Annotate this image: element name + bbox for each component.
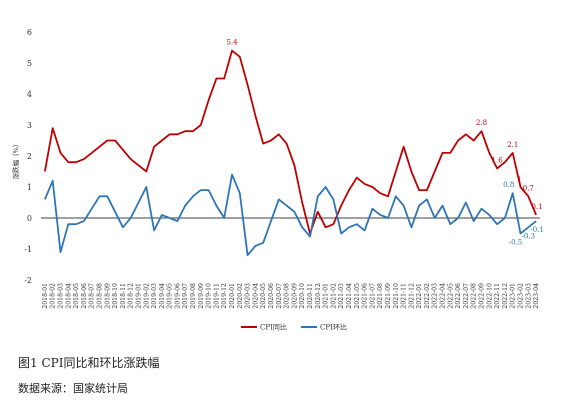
x-tick-label: 2021-04 (346, 283, 353, 309)
y-tick-label: 3 (27, 121, 32, 130)
x-tick-label: 2021-10 (393, 283, 400, 309)
x-tick-label: 2023-02 (518, 283, 525, 309)
x-tick-label: 2020-11 (307, 283, 314, 309)
x-tick-label: 2023-04 (533, 283, 540, 309)
legend: CPI同比 CPI环比 (241, 323, 347, 332)
x-tick-label: 2018-03 (57, 283, 64, 309)
data-label: 5.4 (226, 39, 238, 47)
x-tick-label: 2021-07 (369, 283, 376, 309)
y-tick-label: 1 (27, 183, 32, 192)
series-lines (44, 49, 537, 257)
x-tick-label: 2019-09 (198, 283, 205, 309)
x-tick-label: 2018-12 (128, 283, 135, 309)
x-tick-label: 2018-09 (104, 283, 111, 309)
x-tick-label: 2023-01 (510, 283, 517, 309)
x-axis: 2018-01 2018-02 2018-03 2018-04 2018-05 2018-… (41, 217, 540, 309)
data-label: 0.8 (503, 181, 514, 189)
x-tick-label: 2020-09 (291, 283, 298, 309)
y-tick-label: 0 (27, 214, 32, 223)
x-tick-label: 2018-02 (50, 283, 57, 309)
y-axis: -2 -1 0 1 2 3 4 5 6 (24, 28, 32, 285)
x-tick-label: 2021-11 (401, 283, 408, 309)
x-tick-label: 2020-10 (299, 283, 306, 309)
x-tick-label: 2022-11 (494, 283, 501, 309)
y-tick-label: 6 (27, 28, 32, 37)
y-axis-label: 涨跌幅（%） (11, 141, 20, 180)
data-labels: 5.4 2.8 1.62.1 10.7 0.1 0.8 -0.5-0.3-0.1 (226, 39, 543, 247)
x-tick-label: 2022-03 (432, 283, 439, 309)
x-tick-label: 2021-03 (338, 283, 345, 309)
x-tick-label: 2018-06 (81, 283, 88, 309)
x-tick-label: 2019-01 (135, 283, 142, 309)
x-tick-label: 2021-05 (354, 283, 361, 309)
x-tick-label: 2019-06 (174, 283, 181, 309)
data-label: -0.1 (530, 226, 544, 234)
x-tick-label: 2018-11 (120, 283, 127, 309)
x-tick-label: 2018-07 (89, 283, 96, 309)
x-tick-label: 2018-04 (65, 283, 72, 309)
legend-label: CPI同比 (260, 323, 287, 332)
x-tick-label: 2019-02 (143, 283, 150, 309)
x-tick-label: 2020-01 (229, 283, 236, 309)
x-tick-label: 2020-04 (252, 283, 259, 309)
data-label: 2.1 (507, 141, 518, 149)
y-tick-label: 5 (27, 59, 32, 68)
x-tick-label: 2018-08 (96, 283, 103, 309)
data-label: 1.6 (492, 156, 504, 164)
series-line-mom (44, 173, 537, 257)
y-tick-label: -1 (24, 245, 32, 254)
x-tick-label: 2022-06 (455, 283, 462, 309)
data-label: -0.3 (522, 232, 536, 240)
x-tick-label: 2022-09 (479, 283, 486, 309)
x-tick-label: 2019-03 (151, 283, 158, 309)
x-tick-label: 2019-07 (182, 283, 189, 309)
data-label: 2.8 (476, 119, 487, 127)
x-tick-label: 2021-09 (385, 283, 392, 309)
x-tick-label: 2018-05 (73, 283, 80, 309)
x-tick-label: 2022-07 (463, 283, 470, 309)
x-tick-label: 2019-10 (206, 283, 213, 309)
x-tick-label: 2021-06 (362, 283, 369, 309)
data-label: 1 (517, 176, 521, 184)
x-tick-label: 2022-05 (447, 283, 454, 309)
x-tick-label: 2020-08 (284, 283, 291, 309)
data-label: 0.7 (523, 184, 534, 192)
x-tick-label: 2022-02 (424, 283, 431, 309)
x-tick-label: 2023-03 (525, 283, 532, 309)
y-tick-label: -2 (24, 276, 32, 285)
y-tick-label: 2 (27, 152, 32, 161)
x-tick-label: 2020-06 (268, 283, 275, 309)
data-label: -0.5 (509, 239, 523, 247)
x-tick-label: 2019-08 (190, 283, 197, 309)
legend-label: CPI环比 (320, 323, 347, 332)
x-tick-label: 2020-02 (237, 283, 244, 309)
x-tick-label: 2022-08 (471, 283, 478, 309)
x-tick-label: 2022-12 (502, 283, 509, 309)
x-tick-label: 2020-03 (245, 283, 252, 309)
x-tick-label: 2018-10 (112, 283, 119, 309)
x-tick-label: 2020-12 (315, 283, 322, 309)
x-tick-label: 2019-11 (213, 283, 220, 309)
x-tick-label: 2019-05 (167, 283, 174, 309)
x-tick-label: 2022-10 (486, 283, 493, 309)
x-tick-label: 2020-05 (260, 283, 267, 309)
data-label: 0.1 (532, 203, 543, 211)
x-tick-label: 2019-04 (159, 283, 166, 309)
x-tick-label: 2021-12 (408, 283, 415, 309)
x-tick-label: 2020-07 (276, 283, 283, 309)
x-tick-label: 2022-04 (440, 283, 447, 309)
data-source: 数据来源：国家统计局 (18, 382, 128, 395)
y-tick-label: 4 (27, 90, 32, 99)
x-tick-label: 2021-01 (323, 283, 330, 309)
x-tick-label: 2022-01 (416, 283, 423, 309)
x-tick-label: 2021-08 (377, 283, 384, 309)
figure-caption: 图1 CPI同比和环比涨跌幅 (18, 356, 160, 370)
x-tick-label: 2021-02 (330, 283, 337, 309)
x-tick-label: 2018-01 (42, 283, 49, 309)
cpi-line-chart: -2 -1 0 1 2 3 4 5 6 2018-01 2018-02 2018-03 2018-04… (11, 28, 544, 332)
x-tick-label: 2019-12 (221, 283, 228, 309)
series-line-yoy (44, 49, 537, 235)
